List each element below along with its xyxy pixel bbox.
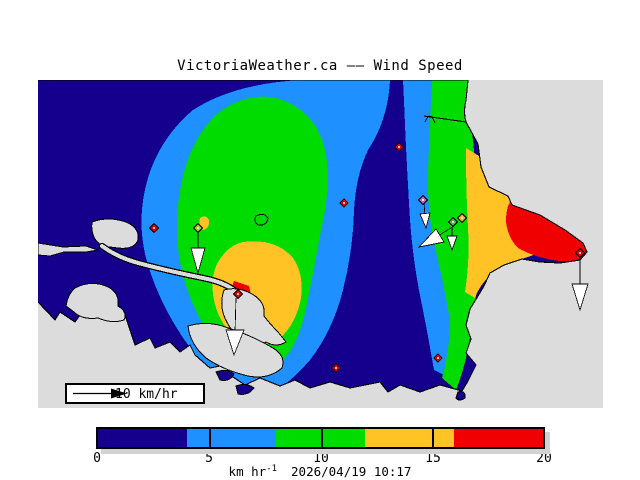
page-title: VictoriaWeather.ca –– Wind Speed bbox=[177, 58, 463, 74]
colorbar-band-4-8 bbox=[187, 429, 276, 447]
station-marker bbox=[574, 247, 586, 259]
colorbar-tick-label: 15 bbox=[425, 451, 441, 466]
portage-inlet bbox=[91, 218, 139, 249]
wind-arrow bbox=[417, 225, 455, 248]
colorbar-tick-5 bbox=[209, 429, 212, 447]
islands bbox=[215, 369, 466, 401]
wind-arrow bbox=[225, 297, 245, 357]
colorbar-caption: km hr-1 2026/04/19 10:17 bbox=[0, 464, 640, 479]
wind-arrow bbox=[419, 202, 431, 230]
colorbar-tick-label: 0 bbox=[93, 451, 101, 466]
wind-scale-label: 10 km/hr bbox=[115, 387, 178, 402]
colorbar-timestamp: 2026/04/19 10:17 bbox=[291, 464, 412, 480]
station-marker bbox=[447, 216, 459, 228]
colorbar-band-12-16 bbox=[365, 429, 454, 447]
band-20-east bbox=[506, 202, 586, 262]
esquimalt-harbour bbox=[65, 282, 126, 323]
colorbar-units: km hr bbox=[228, 464, 267, 480]
wind-arrows bbox=[190, 202, 589, 357]
station-marker bbox=[456, 212, 468, 224]
northeast-coast-detail bbox=[423, 115, 467, 124]
island bbox=[215, 369, 235, 381]
map-canvas bbox=[37, 79, 603, 408]
wind-scale-arrow bbox=[73, 388, 127, 399]
colorbar-tick-10 bbox=[320, 429, 323, 447]
gorge-channel bbox=[100, 244, 236, 292]
station-marker bbox=[192, 222, 204, 234]
band-5-east bbox=[403, 80, 451, 376]
colorbar-tick-15 bbox=[431, 429, 434, 447]
station-marker bbox=[339, 198, 349, 208]
station-marker bbox=[433, 353, 443, 363]
west-inlet bbox=[37, 242, 99, 257]
colorbar-tick-label: 5 bbox=[205, 451, 213, 466]
colorbar-band-0-4 bbox=[98, 429, 187, 447]
station-marker bbox=[331, 363, 341, 373]
station-marker bbox=[417, 194, 429, 206]
station-marker bbox=[148, 222, 160, 234]
colorbar-units-exponent: -1 bbox=[266, 464, 278, 474]
island bbox=[235, 383, 255, 395]
island bbox=[455, 391, 466, 401]
wind-scale-legend: 10 km/hr bbox=[65, 383, 205, 404]
station-markers bbox=[148, 142, 586, 373]
station-marker bbox=[232, 288, 244, 300]
colorbar bbox=[96, 427, 545, 449]
lake-outline bbox=[254, 213, 269, 226]
wind-arrow bbox=[446, 227, 458, 252]
wind-speed-map bbox=[37, 79, 603, 408]
colorbar-tick-label: 20 bbox=[536, 451, 552, 466]
colorbar-tick-label: 10 bbox=[313, 451, 329, 466]
colorbar-band-16-20 bbox=[454, 429, 543, 447]
wind-arrow bbox=[190, 232, 206, 275]
station-marker bbox=[394, 142, 404, 152]
wind-arrow bbox=[571, 257, 589, 312]
yellow-patch-small bbox=[199, 216, 210, 230]
